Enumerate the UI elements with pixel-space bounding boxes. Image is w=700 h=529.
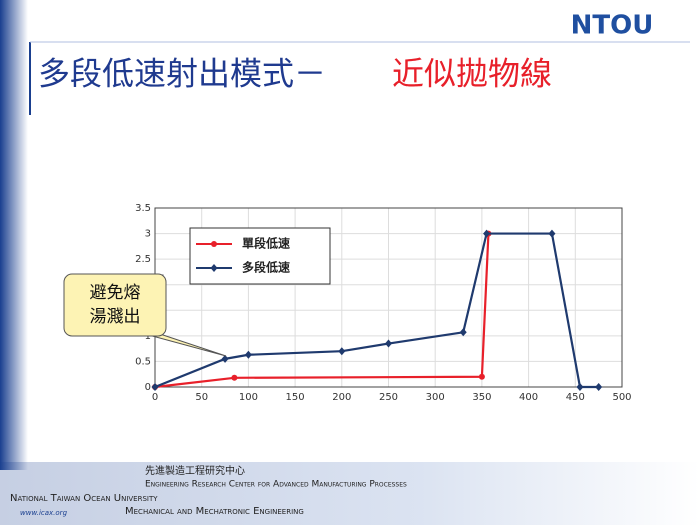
data-point bbox=[595, 383, 603, 391]
annotation: 避免熔湯濺出 bbox=[90, 283, 141, 327]
footer-center-en: Engineering Research Center for Advanced… bbox=[145, 480, 407, 490]
y-tick-label: 3 bbox=[145, 229, 151, 240]
data-point bbox=[459, 328, 467, 337]
footer-department: Mechanical and Mechatronic Engineering bbox=[125, 506, 304, 517]
data-point bbox=[576, 383, 584, 391]
y-tick-label: 3.5 bbox=[135, 203, 151, 214]
legend-box bbox=[189, 227, 331, 285]
side-band bbox=[0, 0, 28, 470]
y-tick-label: 2.5 bbox=[135, 254, 151, 265]
footer-university: National Taiwan Ocean University bbox=[10, 493, 158, 504]
series-line bbox=[154, 233, 490, 389]
y-tick-label: 0 bbox=[145, 382, 151, 393]
legend-marker bbox=[211, 241, 217, 247]
data-point bbox=[338, 347, 346, 356]
x-tick-label: 200 bbox=[332, 392, 351, 403]
x-tick-label: 450 bbox=[566, 392, 585, 403]
slide-title-accent: 近似拋物線 bbox=[392, 55, 552, 93]
x-tick-label: 150 bbox=[286, 392, 305, 403]
data-point bbox=[548, 229, 556, 238]
x-tick-label: 500 bbox=[612, 392, 631, 403]
x-tick-label: 50 bbox=[195, 392, 208, 403]
chart: 00.511.522.533.5050100150200250300350400… bbox=[63, 203, 632, 403]
y-tick-label: 0.5 bbox=[135, 356, 151, 367]
x-tick-label: 350 bbox=[472, 392, 491, 403]
data-point bbox=[151, 383, 159, 391]
data-point bbox=[231, 374, 238, 381]
series-line bbox=[154, 232, 599, 389]
x-tick-label: 400 bbox=[519, 392, 538, 403]
data-point bbox=[221, 354, 229, 363]
data-point bbox=[483, 229, 491, 238]
data-point bbox=[478, 373, 485, 380]
x-tick-label: 250 bbox=[379, 392, 398, 403]
callout-box bbox=[63, 273, 167, 337]
legend-marker bbox=[210, 264, 218, 272]
legend-label: 多段低速 bbox=[242, 260, 290, 275]
footer-center-zh: 先進製造工程研究中心 bbox=[145, 464, 245, 477]
x-tick-label: 100 bbox=[239, 392, 258, 403]
footer-url: www.icax.org bbox=[20, 509, 68, 517]
data-point bbox=[385, 339, 392, 348]
data-point bbox=[244, 350, 252, 359]
x-tick-label: 0 bbox=[152, 392, 158, 403]
logo: NTOU bbox=[571, 11, 654, 41]
legend-label: 單段低速 bbox=[242, 236, 290, 251]
x-tick-label: 300 bbox=[426, 392, 445, 403]
footer-band bbox=[0, 462, 700, 525]
slide-title: 多段低速射出模式－ bbox=[38, 55, 326, 93]
